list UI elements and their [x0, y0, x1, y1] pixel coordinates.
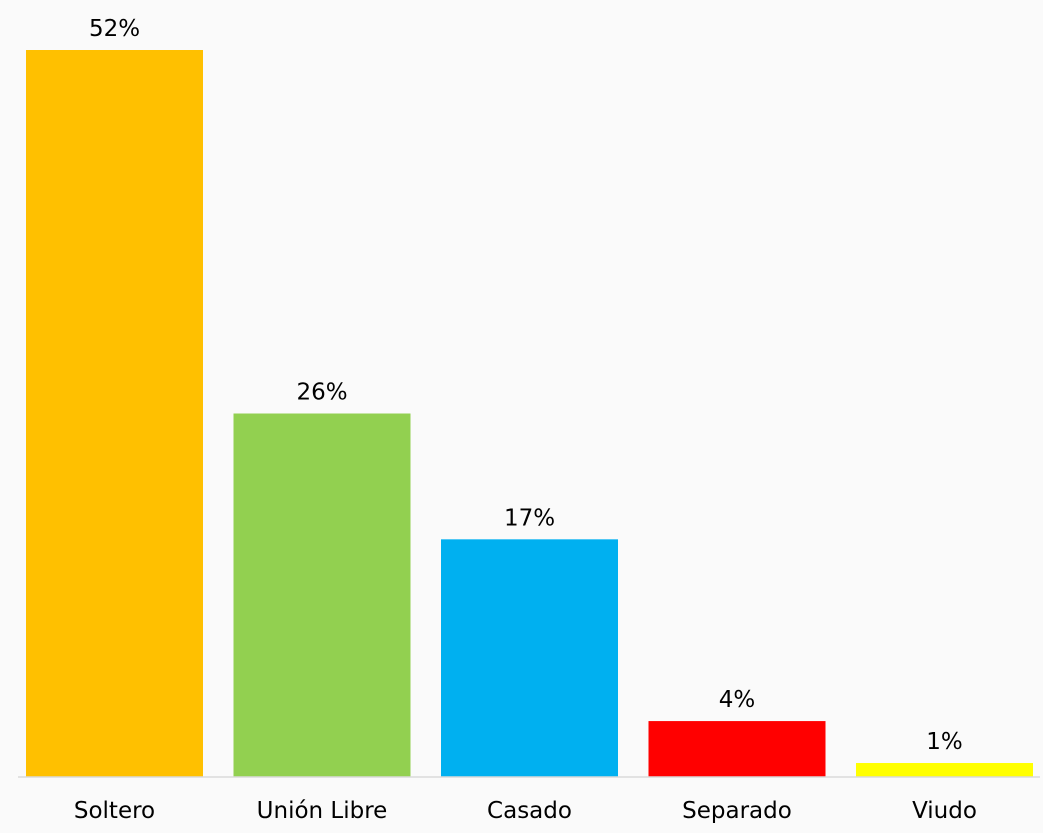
bar-4 — [856, 763, 1033, 777]
bar-3 — [648, 721, 826, 777]
data-label-1: 26% — [296, 380, 347, 406]
category-label-2: Casado — [487, 798, 572, 824]
bar-2 — [441, 539, 618, 777]
category-label-0: Soltero — [74, 798, 155, 824]
category-label-4: Viudo — [912, 798, 977, 824]
category-label-3: Separado — [682, 798, 792, 824]
bar-1 — [233, 413, 411, 777]
category-labels: Soltero Unión Libre Casado Separado Viudo — [74, 798, 977, 824]
data-labels: 52% 26% 17% 4% 1% — [89, 16, 963, 755]
data-label-3: 4% — [719, 687, 756, 713]
data-label-0: 52% — [89, 16, 140, 42]
bar-0 — [26, 50, 203, 777]
data-label-4: 1% — [926, 729, 963, 755]
category-label-1: Unión Libre — [257, 798, 388, 824]
bars — [26, 50, 1033, 777]
data-label-2: 17% — [504, 505, 555, 531]
